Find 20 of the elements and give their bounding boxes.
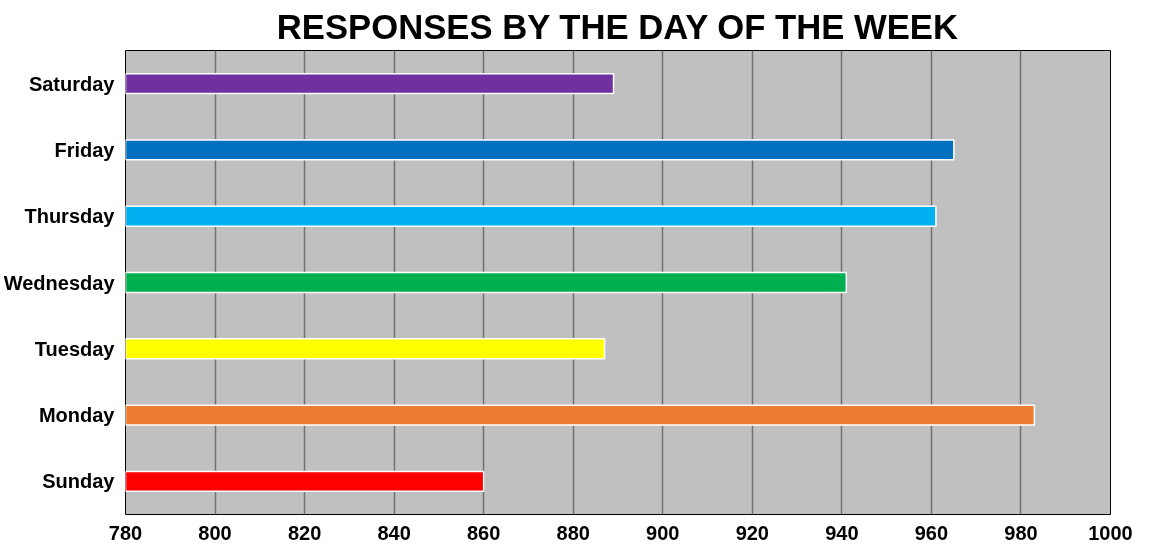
x-tick-label: 820 bbox=[287, 521, 322, 544]
y-tick-label: Thursday bbox=[24, 205, 116, 228]
chart-title: RESPONSES BY THE DAY OF THE WEEK bbox=[276, 7, 958, 46]
x-tick-label: 900 bbox=[646, 521, 680, 544]
x-tick-label: 860 bbox=[467, 521, 501, 544]
x-tick-label: 880 bbox=[556, 521, 590, 544]
x-tick-label: 920 bbox=[735, 521, 770, 544]
y-tick-label: Tuesday bbox=[34, 337, 116, 360]
x-tick-label: 840 bbox=[377, 521, 411, 544]
x-tick-label: 800 bbox=[198, 521, 232, 544]
x-tick-label: 940 bbox=[825, 521, 859, 544]
y-tick-label: Wednesday bbox=[3, 271, 116, 294]
x-tick-label: 960 bbox=[914, 521, 949, 544]
x-tick-label: 980 bbox=[1004, 521, 1038, 544]
y-tick-label: Sunday bbox=[42, 470, 116, 493]
x-tick-label: 1000 bbox=[1088, 521, 1133, 544]
y-tick-label: Monday bbox=[38, 404, 116, 427]
y-tick-label: Saturday bbox=[28, 72, 116, 95]
y-tick-label: Friday bbox=[54, 138, 116, 161]
x-tick-label: 780 bbox=[108, 521, 143, 544]
